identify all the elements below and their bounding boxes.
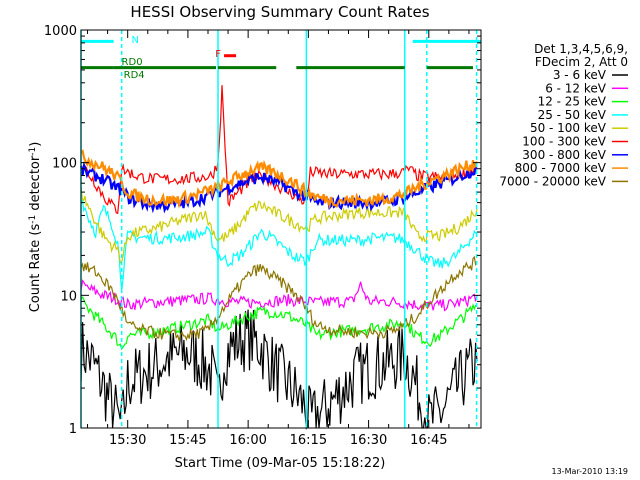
flag-label-RD0: RD0 — [122, 57, 143, 68]
series-layer — [80, 85, 478, 430]
series-line-7000-20000keV — [80, 255, 478, 342]
y-axis-label-part: ) — [28, 142, 43, 147]
legend-entry-label: 7000 - 20000 keV — [499, 174, 606, 188]
legend-entry-label: 6 - 12 keV — [545, 81, 607, 95]
legend-entry-label: 100 - 300 keV — [522, 135, 606, 149]
legend-entry-label: 800 - 7000 keV — [515, 161, 607, 175]
y-axis-label-part: Count Rate (s — [28, 224, 43, 313]
legend-header-line-1: Det 1,3,4,5,6,9, — [534, 42, 628, 56]
plot-frame — [80, 29, 482, 429]
flag-bars: N F RD0 RD4 — [81, 35, 481, 81]
series-line-3-6keV — [80, 309, 478, 430]
footer-timestamp: 13-Mar-2010 13:19 — [552, 467, 629, 476]
series-line-6-12keV — [80, 279, 478, 312]
legend-entry-label: 12 - 25 keV — [538, 95, 607, 109]
series-line-100-300keV — [80, 85, 478, 215]
y-axis-label-sup2: -1 — [28, 147, 38, 156]
legend-entry-label: 3 - 6 keV — [553, 68, 607, 82]
x-tick-label: 15:30 — [109, 433, 146, 448]
x-tick-label: 16:45 — [410, 433, 447, 448]
flag-label-F: F — [215, 49, 221, 60]
series-line-25-50keV — [80, 197, 478, 291]
legend-entry-label: 300 - 800 keV — [522, 148, 606, 162]
y-tick-label: 100 — [52, 157, 77, 172]
x-tick-label: 16:30 — [350, 433, 387, 448]
legend-entry-label: 50 - 100 keV — [530, 121, 607, 135]
flag-label-RD4: RD4 — [124, 70, 145, 81]
x-tick-label: 16:15 — [290, 433, 327, 448]
y-axis-label-sup1: -1 — [28, 215, 38, 224]
x-tick-label: 15:45 — [169, 433, 206, 448]
series-line-800-7000keV — [80, 149, 478, 210]
flag-label-N: N — [132, 35, 139, 46]
series-line-50-100keV — [80, 187, 478, 265]
axis-ticks: 15:30 15:45 16:00 16:15 16:30 16:45 1 10 100 1000 — [44, 24, 481, 448]
y-tick-label: 10 — [60, 289, 77, 304]
legend: Det 1,3,4,5,6,9, FDecim 2, Att 0 3 - 6 k… — [499, 42, 628, 188]
chart-title: HESSI Observing Summary Count Rates — [130, 3, 429, 21]
y-axis-label-part: detector — [28, 155, 43, 215]
y-tick-label: 1 — [69, 422, 77, 437]
legend-entry-label: 25 - 50 keV — [538, 108, 607, 122]
y-axis-label: Count Rate (s-1 detector-1) — [28, 142, 43, 313]
legend-header-line-2: FDecim 2, Att 0 — [535, 55, 628, 69]
y-tick-label: 1000 — [44, 24, 77, 39]
x-tick-label: 16:00 — [229, 433, 266, 448]
x-axis-label: Start Time (09-Mar-05 15:18:22) — [175, 456, 386, 471]
